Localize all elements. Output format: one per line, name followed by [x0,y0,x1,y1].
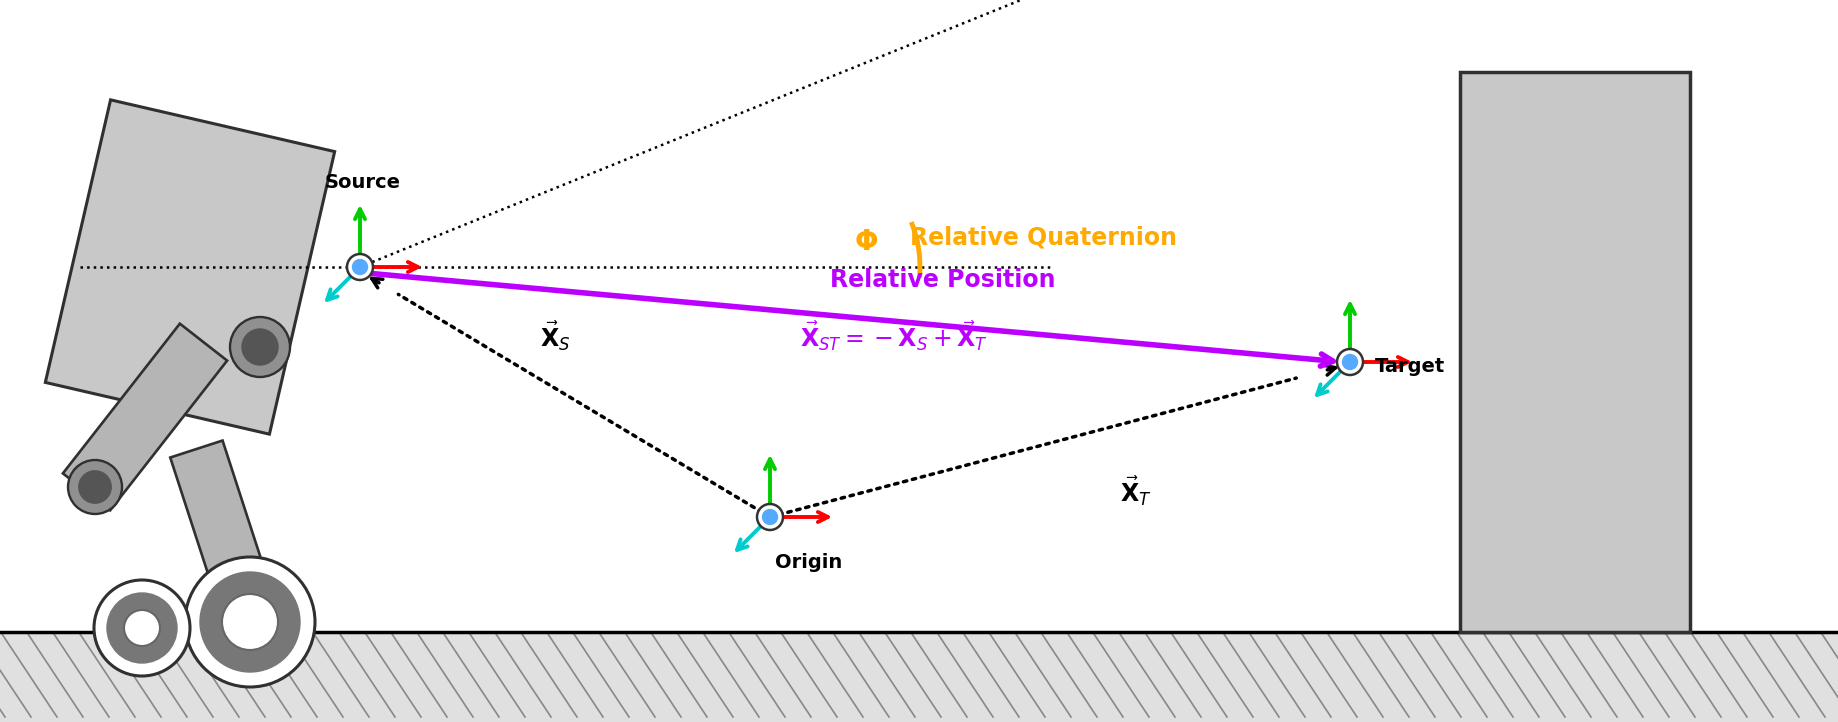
Text: Target: Target [1375,357,1445,376]
Circle shape [230,317,290,377]
Circle shape [107,593,176,663]
Text: $\vec{\mathbf{X}}_{ST} = -\vec{\mathbf{X}}_S + \vec{\mathbf{X}}_T$: $\vec{\mathbf{X}}_{ST} = -\vec{\mathbf{X… [800,319,989,353]
Text: $\vec{\mathbf{X}}_T$: $\vec{\mathbf{X}}_T$ [1119,474,1152,508]
Text: Origin: Origin [776,553,842,572]
Circle shape [347,254,373,280]
Bar [0,632,1838,722]
Bar [1459,72,1689,632]
Circle shape [1342,355,1358,370]
Text: Relative Position: Relative Position [831,268,1055,292]
Text: Source: Source [325,173,401,192]
Text: Φ: Φ [855,228,879,256]
Circle shape [232,574,285,626]
Circle shape [243,329,278,365]
Circle shape [186,557,314,687]
Circle shape [222,594,278,650]
Circle shape [123,610,160,646]
Circle shape [1336,349,1364,375]
Text: $\vec{\mathbf{X}}_S$: $\vec{\mathbf{X}}_S$ [540,319,570,353]
Circle shape [79,471,112,503]
Polygon shape [171,440,279,633]
Circle shape [243,584,274,616]
Circle shape [200,572,300,672]
Text: Relative Quaternion: Relative Quaternion [910,225,1176,249]
Circle shape [353,259,368,274]
Circle shape [763,510,777,524]
Circle shape [94,580,189,676]
Polygon shape [46,100,335,434]
Circle shape [757,504,783,530]
Polygon shape [62,323,228,510]
Circle shape [68,460,121,514]
